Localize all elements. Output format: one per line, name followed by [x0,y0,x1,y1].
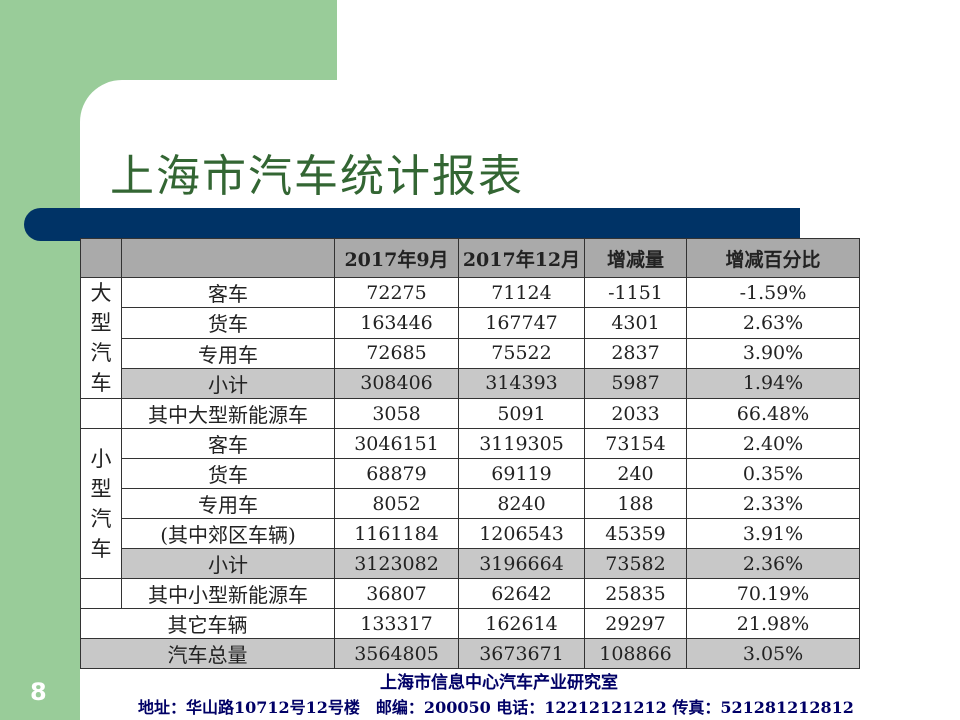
cell-sep: 3046151 [334,428,459,459]
cell-sep: 8052 [334,488,459,519]
cell-pct: 70.19% [686,578,860,609]
cell-sep: 1161184 [334,518,459,549]
cell-change: 25835 [584,578,687,609]
row-name: 货车 [121,307,335,339]
cell-pct: 3.91% [686,518,860,549]
header-cell: 增减百分比 [686,238,860,278]
row-name: 客车 [121,276,335,309]
cell-pct: 0.35% [686,458,860,489]
header-cell: 2017年12月 [458,238,585,278]
table-row: 货车 163446 167747 4301 2.63% [81,307,860,339]
cell-sep: 3123082 [334,548,459,579]
cell-pct: 2.36% [686,548,860,579]
footer-contact: 地址：华山路10712号12号楼 邮编：200050 电话：1221212121… [138,698,854,717]
cell-sep: 163446 [334,307,459,339]
header-cell: 增减量 [584,238,687,278]
cell-sep: 72275 [334,276,459,309]
footer-organization: 上海市信息中心汽车产业研究室 [380,673,618,693]
cell-change: 73582 [584,548,687,579]
cell-change: 4301 [584,307,687,339]
cell-dec: 1206543 [458,518,585,549]
header-cell [121,238,335,278]
cell-pct: 21.98% [686,608,860,639]
header-cell [80,238,122,278]
table-row: 专用车 72685 75522 2837 3.90% [81,337,860,369]
cell-change: 5987 [584,367,687,400]
cell-sep: 308406 [334,367,459,400]
row-name: 小计 [121,367,335,400]
cell-change: 29297 [584,608,687,639]
empty-cell [80,578,122,609]
background-green-strip [0,0,80,720]
slide-title: 上海市汽车统计报表 [110,151,524,202]
row-name: 专用车 [121,337,335,369]
cell-pct: 3.90% [686,337,860,369]
cell-sep: 36807 [334,578,459,609]
table-row: 其它车辆 133317 162614 29297 21.98% [80,608,860,639]
header-cell: 2017年9月 [334,238,459,278]
cell-pct: 2.63% [686,307,860,339]
cell-dec: 314393 [458,367,585,400]
group-label-large: 大型汽车 [80,277,122,399]
cell-change: 2837 [584,337,687,369]
row-name: 小计 [121,548,335,579]
cell-change: 240 [584,458,687,489]
row-name: 汽车总量 [80,638,335,669]
subtotal-row: 小计 308406 314393 5987 1.94% [81,367,860,400]
cell-change: 188 [584,488,687,519]
subtotal-row: 小计 3123082 3196664 73582 2.36% [81,548,860,579]
cell-dec: 3119305 [458,428,585,459]
cell-change: -1151 [584,276,687,309]
empty-cell [80,398,122,429]
table-row: 专用车 8052 8240 188 2.33% [81,488,860,519]
row-name: 其中大型新能源车 [121,398,335,429]
cell-dec: 162614 [458,608,585,639]
table-row: 其中大型新能源车 3058 5091 2033 66.48% [80,398,860,429]
cell-pct: 3.05% [686,638,860,669]
cell-dec: 75522 [458,337,585,369]
table-row: 其中小型新能源车 36807 62642 25835 70.19% [80,578,860,609]
row-name: (其中郊区车辆) [121,518,335,549]
cell-sep: 72685 [334,337,459,369]
cell-dec: 3673671 [458,638,585,669]
cell-dec: 3196664 [458,548,585,579]
table-header-row: 2017年9月 2017年12月 增减量 增减百分比 [80,238,860,278]
group-label-small: 小型汽车 [80,428,122,579]
cell-pct: -1.59% [686,276,860,309]
page-number: 8 [30,678,47,706]
cell-change: 108866 [584,638,687,669]
title-underline-bar [24,208,800,241]
cell-dec: 71124 [458,276,585,309]
cell-change: 2033 [584,398,687,429]
table-row: 小型汽车 客车 3046151 3119305 73154 2.40% [80,428,860,579]
cell-change: 73154 [584,428,687,459]
table-row: (其中郊区车辆) 1161184 1206543 45359 3.91% [81,518,860,549]
cell-dec: 69119 [458,458,585,489]
row-name: 货车 [121,458,335,489]
vehicle-stats-table: 2017年9月 2017年12月 增减量 增减百分比 大型汽车 客车 72275… [80,238,860,669]
row-name: 客车 [121,428,335,459]
table-row: 货车 68879 69119 240 0.35% [81,458,860,489]
cell-sep: 3058 [334,398,459,429]
cell-pct: 2.33% [686,488,860,519]
cell-sep: 68879 [334,458,459,489]
row-name: 专用车 [121,488,335,519]
cell-pct: 66.48% [686,398,860,429]
cell-dec: 8240 [458,488,585,519]
cell-pct: 1.94% [686,367,860,400]
row-name: 其它车辆 [80,608,335,639]
table-row: 大型汽车 客车 72275 71124 -1151 -1.59% [80,276,860,399]
cell-pct: 2.40% [686,428,860,459]
cell-change: 45359 [584,518,687,549]
cell-sep: 3564805 [334,638,459,669]
cell-dec: 5091 [458,398,585,429]
cell-dec: 167747 [458,307,585,339]
row-name: 其中小型新能源车 [121,578,335,609]
cell-dec: 62642 [458,578,585,609]
cell-sep: 133317 [334,608,459,639]
total-row: 汽车总量 3564805 3673671 108866 3.05% [80,638,860,669]
